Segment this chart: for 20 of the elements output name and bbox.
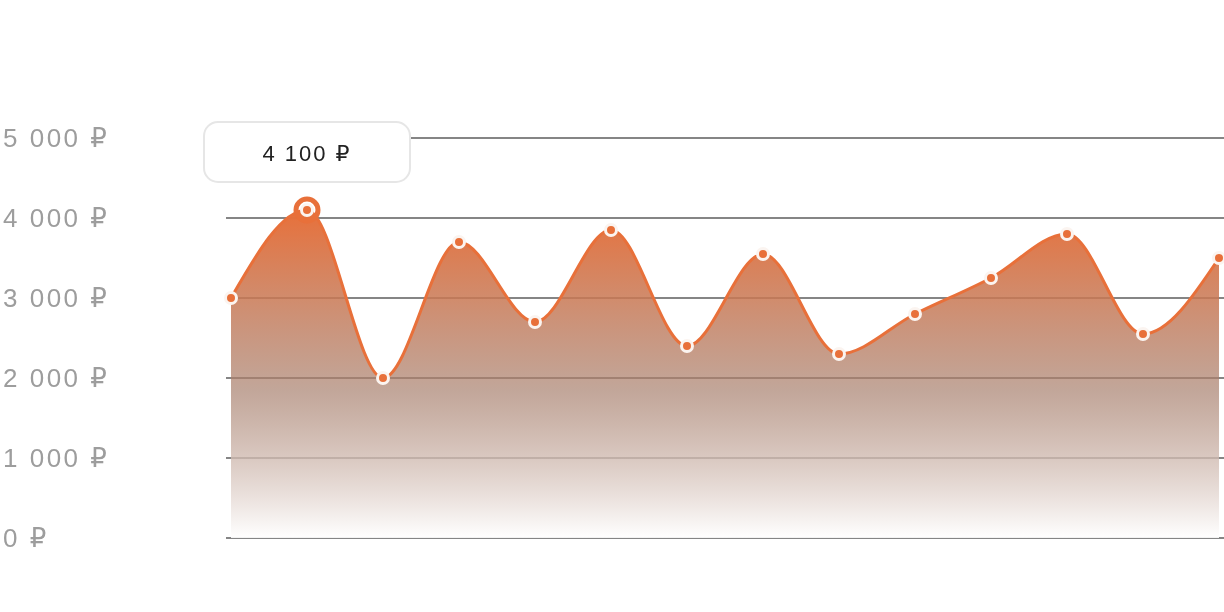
point [680,339,694,353]
point [1060,227,1074,241]
point [376,371,390,385]
annotation: 4 100 ₽ [262,140,352,166]
y-tick-label: 3 000 ₽ [3,283,110,314]
point [604,223,618,237]
point [528,315,542,329]
point [908,307,922,321]
point [1136,327,1150,341]
y-tick-label: 4 000 ₽ [3,203,110,234]
point [1212,251,1224,265]
y-tick-label: 2 000 ₽ [3,363,110,394]
point [452,235,466,249]
point [224,291,238,305]
point [984,271,998,285]
y-tick-label: 5 000 ₽ [3,123,110,154]
y-tick-label: 1 000 ₽ [3,443,110,474]
y-tick-label: 0 ₽ [3,523,49,554]
point [832,347,846,361]
point [756,247,770,261]
